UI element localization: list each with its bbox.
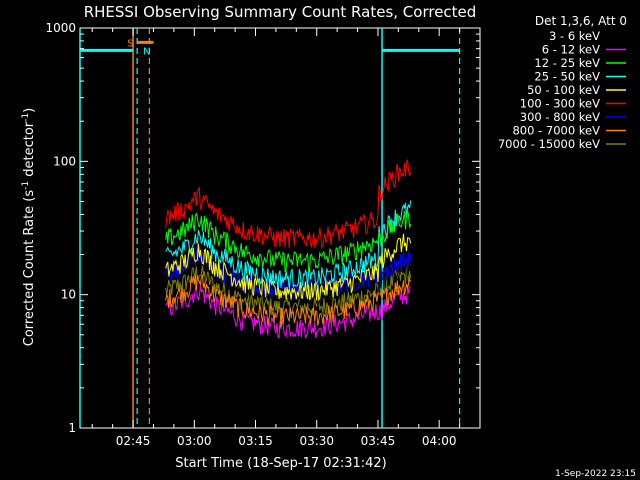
y-tick-label: 1000	[45, 21, 76, 35]
x-axis-label: Start Time (18-Sep-17 02:31:42)	[175, 456, 386, 471]
series-line	[165, 200, 412, 289]
legend-label: 3 - 6 keV	[549, 29, 600, 43]
legend-label: 12 - 25 keV	[534, 56, 600, 70]
series-line	[165, 265, 412, 319]
night-label: N	[143, 46, 150, 57]
series-line	[165, 210, 412, 273]
x-tick-label: 03:15	[238, 434, 273, 448]
legend-label: 100 - 300 keV	[520, 97, 600, 111]
legend-label: 7000 - 15000 keV	[498, 137, 600, 151]
legend-label: 800 - 7000 keV	[512, 124, 600, 138]
legend-header: Det 1,3,6, Att 0	[535, 14, 627, 28]
legend-label: 300 - 800 keV	[520, 110, 600, 124]
saa-label: S	[127, 38, 133, 49]
x-tick-label: 03:45	[361, 434, 396, 448]
x-tick-label: 03:30	[299, 434, 334, 448]
footer-timestamp: 1-Sep-2022 23:15	[555, 469, 636, 479]
legend-label: 25 - 50 keV	[534, 70, 600, 84]
series-line	[165, 283, 411, 339]
x-tick-label: 03:00	[177, 434, 212, 448]
chart-title: RHESSI Observing Summary Count Rates, Co…	[84, 3, 477, 21]
x-tick-label: 02:45	[116, 434, 151, 448]
y-tick-label: 100	[53, 154, 76, 168]
series-line	[165, 158, 412, 249]
x-axis: 02:45 03:00 03:15 03:30 03:45 04:00	[91, 28, 461, 448]
series-line	[165, 233, 412, 302]
y-axis: 1 10 100 1000	[45, 21, 480, 435]
plot-area: SN	[79, 27, 481, 429]
y-tick-label: 1	[68, 421, 76, 435]
x-tick-label: 04:00	[422, 434, 457, 448]
legend-label: 50 - 100 keV	[527, 83, 600, 97]
y-axis-label: Corrected Count Rate (s-1 detector-1)	[21, 108, 37, 346]
y-tick-label: 10	[61, 288, 76, 302]
series-line	[165, 273, 412, 328]
legend-label: 6 - 12 keV	[542, 43, 600, 57]
